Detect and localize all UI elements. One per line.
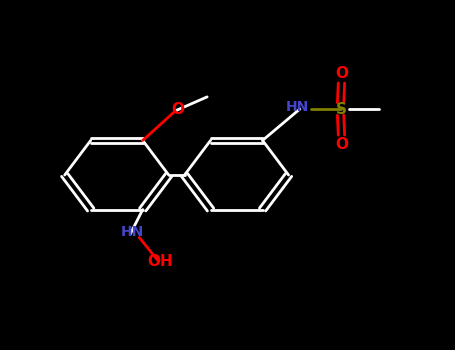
Text: S: S — [336, 102, 347, 117]
Text: O: O — [171, 102, 184, 117]
Text: HN: HN — [286, 100, 309, 114]
Text: O: O — [335, 137, 348, 152]
Text: OH: OH — [147, 254, 172, 269]
Text: HN: HN — [121, 225, 144, 239]
Text: O: O — [335, 66, 348, 81]
